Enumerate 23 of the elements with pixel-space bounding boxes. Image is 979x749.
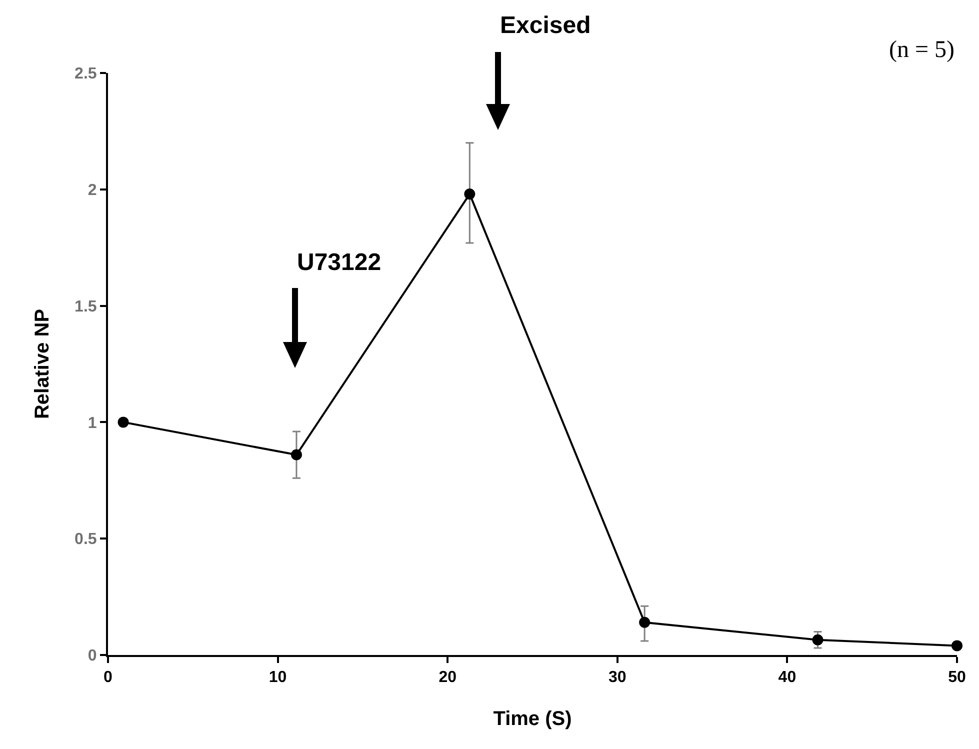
text: (n = 5) (889, 37, 955, 63)
x-tick-label: 50 (948, 669, 966, 686)
point (952, 640, 962, 652)
y-tick-label: 0.5 (74, 531, 97, 548)
point (290, 449, 302, 460)
y-tick-label: 1.5 (74, 298, 97, 316)
x-tick-label: 0 (104, 669, 113, 686)
text: Excised (500, 12, 591, 39)
y-tick-label: 1 (88, 414, 97, 432)
point (812, 634, 824, 646)
point (464, 188, 476, 200)
x-tick-label: 10 (268, 669, 287, 686)
x-tick-label: 40 (778, 669, 796, 686)
x-tick-label: 30 (608, 669, 626, 686)
y-tick-label: 2.5 (74, 66, 97, 83)
x-tick-label: 20 (438, 669, 457, 686)
y-tick-label: 2 (88, 182, 97, 199)
y-tick-label: 0 (88, 648, 97, 665)
x-axis-title: Time (S) (493, 708, 572, 730)
point (639, 616, 650, 628)
y-axis-title: Relative NP (32, 308, 54, 420)
point (118, 416, 129, 428)
annotation: U73122 (297, 249, 382, 276)
